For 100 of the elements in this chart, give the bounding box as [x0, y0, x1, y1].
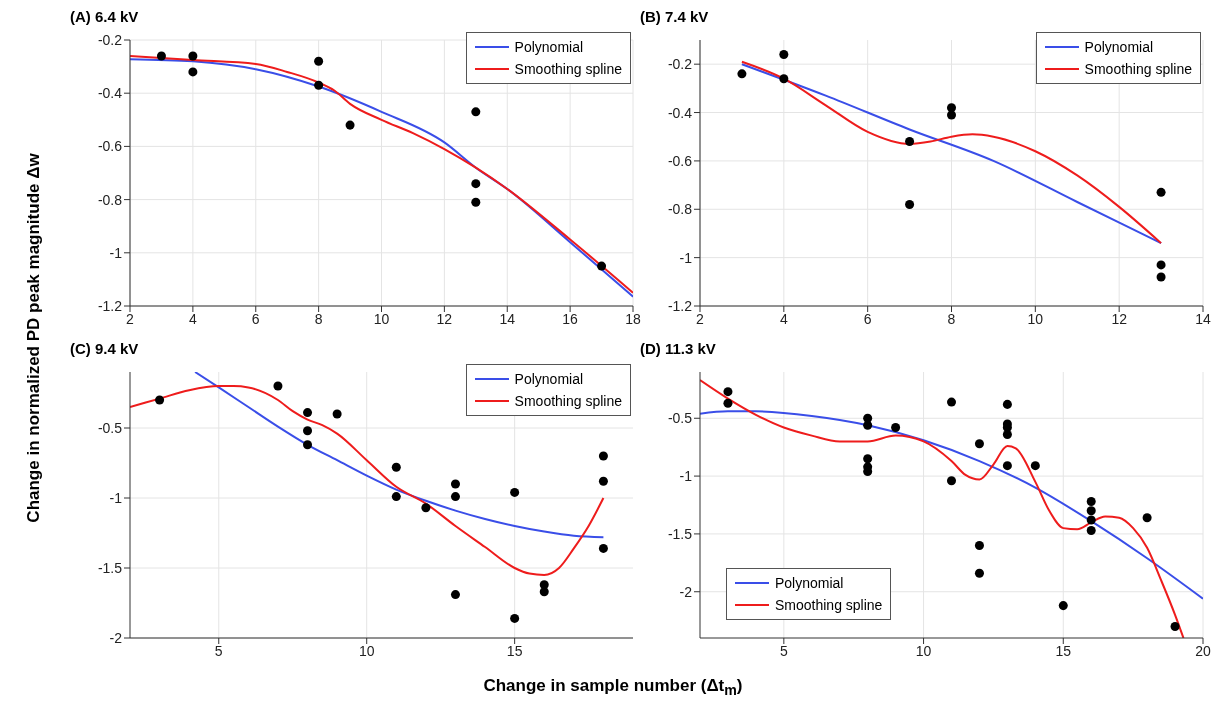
x-tick-label: 20 [1195, 642, 1211, 659]
point [598, 476, 608, 486]
point [1002, 399, 1012, 409]
y-tick-label: -0.5 [667, 410, 693, 427]
y-axis-title: Change in normalized PD peak magnitude Δw [24, 153, 44, 523]
point [1156, 272, 1166, 282]
x-tick-label: 6 [863, 310, 872, 327]
point [421, 503, 431, 513]
point [539, 587, 549, 597]
y-tick-label: -0.4 [667, 104, 693, 121]
x-tick-label: 10 [358, 642, 375, 659]
point [303, 440, 313, 450]
point [598, 451, 608, 461]
point [391, 492, 401, 502]
y-tick-label: -1.5 [667, 525, 693, 542]
x-tick-label: 12 [436, 310, 453, 327]
point [597, 261, 607, 271]
point [345, 120, 355, 130]
point [723, 387, 733, 397]
point [1086, 515, 1096, 525]
point [1030, 461, 1040, 471]
x-tick-label: 2 [696, 310, 705, 327]
legend-label: Polynomial [1084, 38, 1154, 57]
point [946, 103, 957, 113]
x-tick-label: 5 [779, 642, 788, 659]
x-tick-label: 15 [506, 642, 523, 659]
x-tick-label: 10 [373, 310, 390, 327]
point [1142, 513, 1152, 523]
x-tick-label: 14 [1195, 310, 1211, 327]
point [188, 51, 198, 61]
chart-title: (C) 9.4 kV [70, 340, 139, 357]
point [471, 197, 481, 207]
point [946, 110, 957, 120]
point [974, 568, 984, 578]
y-tick-label: -0.6 [97, 138, 123, 155]
point [863, 420, 873, 430]
point [450, 479, 460, 489]
x-tick-label: 18 [625, 310, 641, 327]
point [303, 426, 313, 436]
point [510, 613, 520, 623]
y-tick-label: -0.8 [97, 191, 123, 208]
x-tick-label: 2 [126, 310, 135, 327]
point [450, 492, 460, 502]
point [905, 137, 915, 147]
point [891, 423, 901, 433]
point [273, 381, 283, 391]
y-tick-label: -1 [679, 249, 693, 266]
point [471, 107, 481, 117]
legend-label: Polynomial [775, 574, 844, 593]
x-axis-title: Change in sample number (Δt$_{m}$) [482, 676, 744, 699]
point [332, 409, 342, 419]
x-tick-label: 12 [1111, 310, 1128, 327]
x-tick-label: 4 [188, 310, 197, 327]
y-tick-label: -1.5 [97, 559, 123, 576]
legend-label: Polynomial [514, 370, 584, 389]
legend-label: Polynomial [514, 38, 584, 57]
point [1058, 601, 1068, 611]
y-tick-label: -1.2 [97, 297, 123, 314]
legend-label: Smoothing spline [514, 60, 622, 79]
point [1002, 461, 1012, 471]
point [188, 67, 198, 77]
point [779, 74, 789, 84]
y-tick-label: -2 [109, 629, 123, 646]
point [303, 408, 313, 418]
y-tick-label: -0.8 [667, 201, 693, 218]
point [391, 462, 401, 472]
point [905, 199, 915, 209]
x-tick-label: 16 [562, 310, 579, 327]
point [779, 50, 789, 60]
point [450, 590, 460, 600]
point [1086, 506, 1096, 516]
point [1156, 187, 1166, 197]
y-tick-label: -1 [109, 244, 123, 261]
chart-title: (B) 7.4 kV [640, 8, 710, 27]
legend-label: Smoothing spline [775, 596, 883, 615]
point [946, 397, 957, 407]
y-tick-label: -0.5 [97, 419, 123, 436]
point [471, 179, 481, 189]
point [598, 543, 608, 553]
x-tick-label: 6 [251, 310, 260, 327]
point [974, 540, 984, 550]
x-tick-label: 14 [499, 310, 516, 327]
y-tick-label: -0.2 [667, 56, 693, 73]
point [1086, 525, 1096, 535]
x-tick-label: 8 [947, 310, 956, 327]
point [510, 487, 520, 497]
point [314, 80, 324, 90]
point [156, 51, 166, 61]
y-tick-label: -0.2 [97, 31, 123, 48]
y-tick-label: -0.4 [97, 85, 123, 102]
point [314, 56, 324, 66]
x-tick-label: 15 [1055, 642, 1072, 659]
point [1086, 497, 1096, 507]
point [863, 454, 873, 464]
point [946, 476, 957, 486]
line-series [700, 379, 1185, 638]
point [1156, 260, 1166, 270]
point [1170, 621, 1180, 631]
point [737, 69, 747, 79]
point [155, 395, 165, 405]
